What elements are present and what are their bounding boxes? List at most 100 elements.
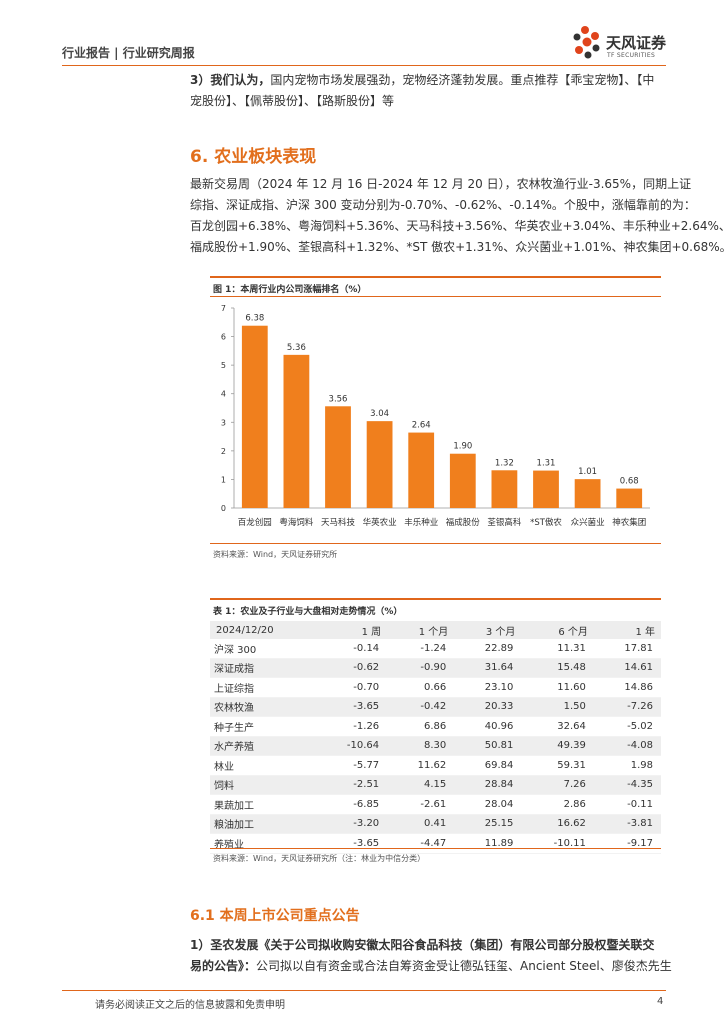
figure-bottom-rule xyxy=(210,543,661,544)
header-1w: 1 周 xyxy=(314,621,388,639)
data-label: 1.01 xyxy=(578,467,597,477)
value-cell: 1.98 xyxy=(593,755,661,776)
y-tick-label: 5 xyxy=(221,361,226,370)
y-tick-label: 7 xyxy=(221,304,226,313)
value-cell: -1.24 xyxy=(387,639,455,659)
announcement-line-2: 易的公告》：公司拟以自有资金或合法自筹资金受让德弘钰玺、Ancient Stee… xyxy=(190,956,672,977)
value-cell: 11.60 xyxy=(521,677,594,698)
value-cell: 14.61 xyxy=(593,658,661,678)
value-cell: 7.26 xyxy=(521,775,594,795)
category-label: 众兴菌业 xyxy=(571,517,605,528)
value-cell: -10.11 xyxy=(521,833,594,854)
section-line-3: 百龙创园+6.38%、粤海饲料+5.36%、天马科技+3.56%、华英农业+3.… xyxy=(190,219,724,233)
announcement-line-1: 1）圣农发展《关于公司拟收购安徽太阳谷食品科技（集团）有限公司部分股权暨关联交 xyxy=(190,938,655,952)
value-cell: -6.85 xyxy=(314,794,388,815)
pinwheel-logo-icon xyxy=(573,26,600,59)
intro-line-1-text: 国内宠物市场发展强劲，宠物经济蓬勃发展。重点推荐【乖宝宠物】、【中 xyxy=(270,73,655,87)
value-cell: 4.15 xyxy=(387,775,455,795)
value-cell: -2.61 xyxy=(387,794,455,815)
value-cell: 25.15 xyxy=(454,814,522,834)
report-type-label: 行业报告 | 行业研究周报 xyxy=(62,46,195,60)
row-label-cell: 沪深 300 xyxy=(210,639,315,659)
value-cell: 23.10 xyxy=(454,677,522,698)
table-row: 深证成指 -0.62 -0.90 31.64 15.48 14.61 xyxy=(210,658,661,678)
brand-name-en: TF SECURITIES xyxy=(607,52,656,59)
value-cell: 2.86 xyxy=(521,794,594,815)
bar-chart: 0 1 2 3 4 5 6 7 6.38 百龙创园 5.36 粤海饲料 3.56 天马科技 3.04 华英农业… xyxy=(221,304,650,528)
data-label: 1.31 xyxy=(537,459,556,469)
data-label: 0.68 xyxy=(620,477,639,487)
value-cell: 15.48 xyxy=(521,658,594,678)
category-label: 华英农业 xyxy=(363,517,397,528)
value-cell: -0.62 xyxy=(314,658,388,678)
value-cell: 28.04 xyxy=(454,794,522,815)
data-label: 2.64 xyxy=(412,421,431,431)
bar xyxy=(533,470,559,508)
value-cell: -3.65 xyxy=(314,697,388,717)
value-cell: -4.35 xyxy=(593,775,661,795)
value-cell: -0.42 xyxy=(387,697,455,717)
value-cell: 0.66 xyxy=(387,677,455,698)
intro-paragraph: 3）我们认为，国内宠物市场发展强劲，宠物经济蓬勃发展。重点推荐【乖宝宠物】、【中… xyxy=(190,70,670,112)
row-label-cell: 种子生产 xyxy=(210,716,315,737)
value-cell: 11.89 xyxy=(454,833,522,854)
value-cell: 22.89 xyxy=(454,639,522,659)
row-label-cell: 林业 xyxy=(210,755,315,776)
figure-source: 资料来源：Wind，天风证券研究所 xyxy=(213,550,338,559)
data-label: 5.36 xyxy=(287,343,306,353)
value-cell: -7.26 xyxy=(593,697,661,717)
section-line-1: 最新交易周（2024 年 12 月 16 日-2024 年 12 月 20 日）… xyxy=(190,177,692,191)
table-row: 饲料 -2.51 4.15 28.84 7.26 -4.35 xyxy=(210,775,661,795)
subsection-title: 6.1 本周上市公司重点公告 xyxy=(190,908,360,924)
table-row: 养殖业 -3.65 -4.47 11.89 -10.11 -9.17 xyxy=(210,833,661,854)
category-label: 百龙创园 xyxy=(238,517,272,528)
announcement-paragraph: 1）圣农发展《关于公司拟收购安徽太阳谷食品科技（集团）有限公司部分股权暨关联交 … xyxy=(190,935,672,977)
value-cell: -0.11 xyxy=(593,794,661,815)
brand-logo: 天风证券 TF SECURITIES xyxy=(570,24,680,64)
value-cell: 49.39 xyxy=(521,736,594,756)
value-cell: 28.84 xyxy=(454,775,522,795)
value-cell: -9.17 xyxy=(593,833,661,854)
table-source: 资料来源：Wind，天风证券研究所（注：林业为中信分类） xyxy=(213,854,426,863)
header-divider xyxy=(62,65,666,66)
y-tick-label: 4 xyxy=(221,390,226,399)
table-row: 粮油加工 -3.20 0.41 25.15 16.62 -3.81 xyxy=(210,814,661,834)
figure-caption: 图 1：本周行业内公司涨幅排名（%） xyxy=(213,285,367,295)
data-label: 3.04 xyxy=(370,409,389,419)
value-cell: -4.08 xyxy=(593,736,661,756)
value-cell: -0.70 xyxy=(314,677,388,698)
figure-caption-rule xyxy=(210,296,661,297)
value-cell: -3.81 xyxy=(593,814,661,834)
value-cell: -5.77 xyxy=(314,755,388,776)
value-cell: 69.84 xyxy=(454,755,522,776)
value-cell: 1.50 xyxy=(521,697,594,717)
row-label-cell: 粮油加工 xyxy=(210,814,315,834)
value-cell: 31.64 xyxy=(454,658,522,678)
footer-disclaimer: 请务必阅读正文之后的信息披露和免责申明 xyxy=(95,1000,285,1011)
data-label: 3.56 xyxy=(329,394,348,404)
intro-lead: 3）我们认为， xyxy=(190,73,271,87)
value-cell: 11.62 xyxy=(387,755,455,776)
value-cell: 59.31 xyxy=(521,755,594,776)
bar xyxy=(283,354,310,508)
value-cell: 32.64 xyxy=(521,716,594,737)
bar xyxy=(408,432,435,508)
value-cell: -10.64 xyxy=(314,736,388,756)
y-tick-label: 0 xyxy=(221,504,226,513)
y-tick-label: 1 xyxy=(221,475,226,484)
row-label-cell: 果蔬加工 xyxy=(210,794,315,815)
value-cell: 8.30 xyxy=(387,736,455,756)
section-title: 6. 农业板块表现 xyxy=(190,147,317,167)
bar xyxy=(616,488,643,508)
bar xyxy=(366,421,393,508)
value-cell: -5.02 xyxy=(593,716,661,737)
section-paragraph: 最新交易周（2024 年 12 月 16 日-2024 年 12 月 20 日）… xyxy=(190,174,724,258)
row-label-cell: 农林牧渔 xyxy=(210,697,315,717)
bar xyxy=(325,406,351,508)
value-cell: 0.41 xyxy=(387,814,455,834)
table-header-row: 2024/12/20 1 周 1 个月 3 个月 6 个月 1 年 xyxy=(210,621,661,639)
table-caption: 表 1：农业及子行业与大盘相对走势情况（%） xyxy=(213,607,403,617)
intro-line-1: 3）我们认为，国内宠物市场发展强劲，宠物经济蓬勃发展。重点推荐【乖宝宠物】、【中 xyxy=(190,70,670,91)
row-label-cell: 水产养殖 xyxy=(210,736,315,756)
row-label-cell: 上证综指 xyxy=(210,677,315,698)
